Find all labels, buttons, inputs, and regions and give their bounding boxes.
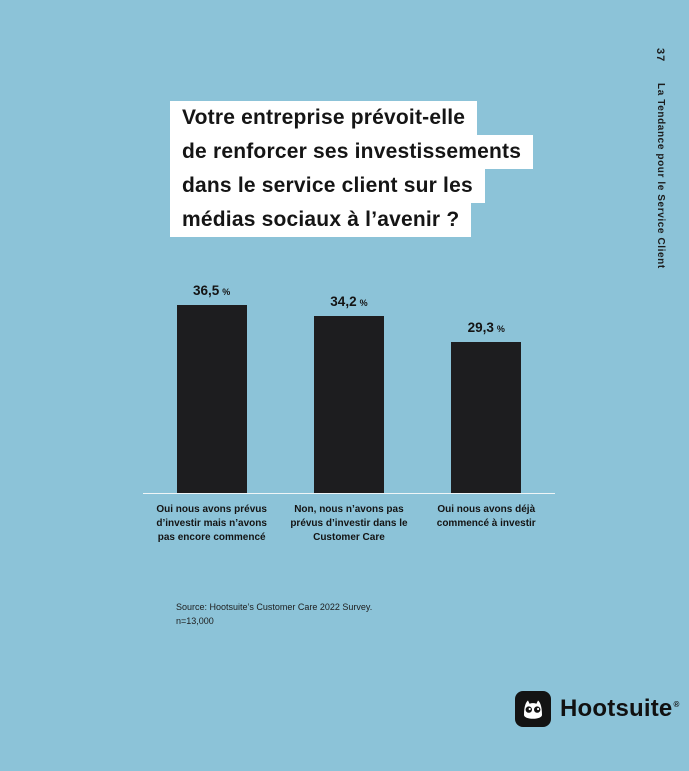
title-line-4: médias sociaux à l’avenir ?: [170, 203, 533, 237]
bar-value: 36,5: [193, 283, 220, 298]
category-labels-row: Oui nous avons prévus d’investir mais n’…: [143, 503, 555, 546]
page-number: 37: [654, 48, 666, 63]
hootsuite-logo: Hootsuite®: [515, 691, 680, 727]
source-line: Source: Hootsuite’s Customer Care 2022 S…: [176, 602, 373, 612]
section-title-vertical: La Tendance pour le Service Client: [655, 82, 666, 269]
bar-value-label: 34,2%: [330, 293, 367, 311]
title-line-text: médias sociaux à l’avenir ?: [170, 203, 472, 237]
percent-sign: %: [222, 287, 231, 297]
title-line-1: Votre entreprise prévoit-elle: [170, 101, 533, 135]
axis-baseline: [143, 493, 555, 494]
bar-value: 29,3: [467, 320, 494, 335]
side-rail: 37 La Tendance pour le Service Client: [651, 48, 669, 269]
bar: [313, 316, 384, 493]
bar-value: 34,2: [330, 294, 357, 309]
bar-category-label: Non, nous n’avons pas prévus d’investir …: [290, 504, 408, 544]
title-line-text: de renforcer ses investissements: [170, 135, 534, 169]
sample-size: n=13,000: [176, 615, 214, 626]
brand-text: Hootsuite: [560, 695, 673, 722]
bar-group: 29,3%: [418, 282, 555, 493]
title-line-3: dans le service client sur les: [170, 169, 533, 203]
brand-name: Hootsuite®: [560, 695, 680, 723]
registered-mark: ®: [673, 700, 680, 709]
bar-value-label: 36,5%: [193, 282, 230, 300]
bar: [451, 342, 522, 493]
bar-chart: 36,5% 34,2% 29,3% Oui nous avons prévus …: [143, 282, 555, 546]
bar-category-label: Oui nous avons prévus d’investir mais n’…: [156, 504, 267, 544]
percent-sign: %: [359, 298, 368, 308]
bar: [176, 305, 247, 493]
source-note: Source: Hootsuite’s Customer Care 2022 S…: [176, 601, 372, 629]
title-line-2: de renforcer ses investissements: [170, 135, 534, 169]
bar-value-label: 29,3%: [468, 319, 505, 337]
bar-group: 36,5%: [143, 282, 280, 493]
bar-group: 34,2%: [280, 282, 417, 493]
title-line-text: dans le service client sur les: [170, 169, 485, 203]
hootsuite-owl-icon: [515, 691, 551, 727]
bars-row: 36,5% 34,2% 29,3%: [143, 282, 555, 493]
bar-category-label: Oui nous avons déjà commencé à investir: [436, 504, 536, 530]
percent-sign: %: [496, 324, 505, 334]
chart-title: Votre entreprise prévoit-elle de renforc…: [170, 101, 534, 237]
title-line-text: Votre entreprise prévoit-elle: [170, 101, 478, 135]
